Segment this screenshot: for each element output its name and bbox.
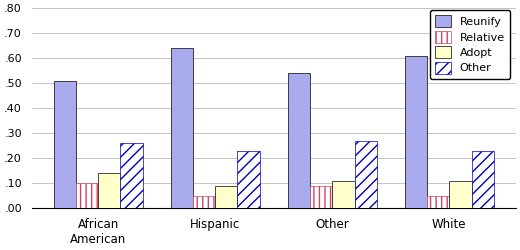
Bar	[332, 180, 355, 208]
Bar	[76, 183, 98, 208]
Bar	[98, 173, 120, 208]
Bar	[355, 141, 377, 208]
Bar	[427, 196, 449, 208]
Bar	[171, 48, 193, 208]
Bar	[193, 196, 215, 208]
Bar	[310, 186, 332, 208]
Bar	[288, 73, 310, 208]
Bar	[449, 180, 472, 208]
Bar	[472, 151, 494, 208]
Bar	[215, 186, 238, 208]
Bar	[405, 56, 427, 208]
Bar	[238, 151, 259, 208]
Bar	[120, 143, 142, 208]
Bar	[54, 81, 76, 208]
Legend: Reunify, Relative, Adopt, Other: Reunify, Relative, Adopt, Other	[430, 10, 510, 79]
